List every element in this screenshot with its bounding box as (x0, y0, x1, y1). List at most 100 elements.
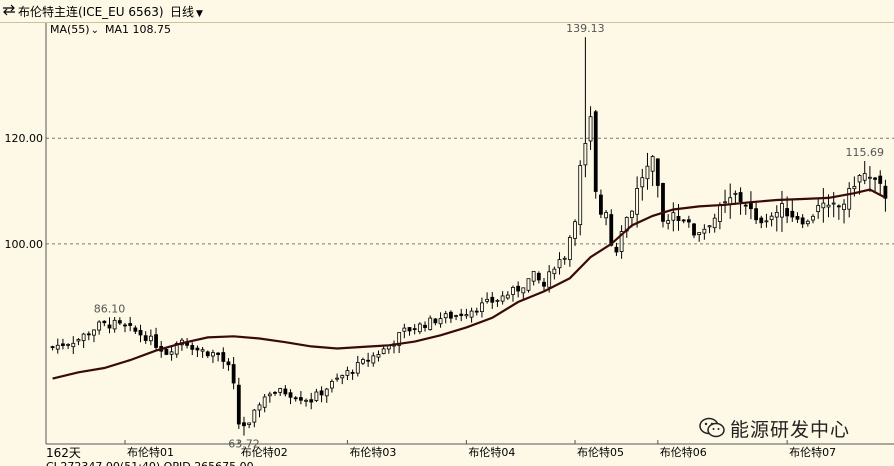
indicator-value: MA1 108.75 (105, 23, 171, 36)
candle (878, 170, 883, 196)
candle (671, 202, 676, 232)
candle (169, 345, 174, 361)
title-bar: 布伦特主连(ICE_EU 6563) 日线 ▼ (0, 0, 894, 23)
candle-body-up (278, 388, 283, 393)
candle-body-up (521, 287, 526, 294)
candle-body-down (117, 320, 122, 324)
candle-body-down (474, 310, 479, 313)
candle (728, 183, 733, 219)
candle (847, 182, 852, 218)
candle (330, 379, 334, 393)
chart-labels: 120.00 100.00 布伦特01 布伦特02 布伦特03 布伦特04 布伦特05 布伦特… (5, 22, 884, 459)
candle (242, 416, 246, 436)
candle (102, 320, 107, 327)
candle-body-up (355, 362, 360, 374)
status-bar: CJ 272347 00(51:40) OPID 265675 00 (46, 460, 894, 466)
price-annotation: 139.13 (566, 22, 605, 35)
candle-body-up (567, 237, 572, 260)
candle (474, 307, 479, 316)
candle (345, 366, 350, 380)
candle-body-up (547, 271, 552, 288)
candle-body-down (542, 281, 546, 287)
candle-body-down (433, 318, 438, 324)
watermark-text: 能源研发中心 (730, 418, 851, 441)
candle-body-down (195, 347, 200, 351)
candle-body-down (785, 208, 790, 217)
candle (469, 307, 474, 323)
candle (407, 327, 412, 336)
candle-body-up (712, 217, 717, 229)
candle (531, 270, 536, 286)
candle-body-down (686, 219, 691, 223)
candle (226, 358, 231, 371)
candle-body-down (692, 223, 696, 236)
candle-body-down (293, 397, 298, 400)
candle-body-up (671, 212, 676, 221)
candle (133, 325, 138, 335)
candle-body-down (231, 364, 236, 384)
candle-body-down (407, 327, 412, 332)
candle-body-up (774, 211, 779, 218)
candle-body-down (536, 272, 541, 281)
candle-body-down (883, 185, 888, 199)
candle (521, 287, 526, 300)
candle-body-down (459, 313, 464, 316)
swap-icon[interactable] (2, 4, 16, 16)
candle (567, 235, 572, 267)
candle (578, 160, 583, 236)
period-selector[interactable]: 日线 ▼ (170, 3, 203, 20)
candle (221, 347, 226, 369)
candle-body-up (505, 294, 510, 299)
candle (117, 317, 122, 326)
candle (309, 392, 314, 410)
candle-body-down (133, 327, 138, 332)
candle-body-up (769, 215, 774, 221)
candle-body-down (273, 391, 277, 394)
candle (707, 225, 712, 234)
candle (283, 385, 288, 397)
candle (195, 345, 200, 358)
candle (55, 338, 60, 354)
indicator-name[interactable]: MA(55) (50, 23, 90, 36)
wechat-icon (699, 417, 725, 438)
candle (723, 189, 727, 213)
candle (314, 388, 319, 403)
candle-body-down (205, 351, 210, 357)
candle-body-up (867, 176, 872, 179)
candle-body-up (552, 268, 557, 275)
candle-body-down (661, 182, 665, 222)
candle-body-up (92, 329, 96, 336)
candle-body-down (614, 246, 619, 253)
candle (795, 212, 800, 223)
candle-body-up (324, 388, 329, 397)
candle-body-up (81, 333, 86, 341)
candle-body-up (464, 314, 469, 317)
candle (681, 219, 686, 224)
candle-body-down (759, 217, 764, 224)
chevron-down-icon[interactable]: ⌄ (90, 25, 99, 36)
candle-body-down (123, 324, 127, 327)
candle-body-down (878, 175, 883, 184)
candle-body-down (190, 345, 195, 350)
candle (371, 352, 376, 367)
instrument-title[interactable]: 布伦特主连(ICE_EU 6563) (18, 5, 164, 19)
candle (293, 396, 298, 402)
candle-body-down (236, 384, 241, 425)
candle-body-up (262, 396, 267, 408)
candle-body-up (71, 342, 76, 348)
candle (867, 166, 872, 192)
candle (780, 190, 784, 232)
candle (252, 408, 257, 428)
candle (361, 357, 365, 366)
candle (164, 348, 169, 356)
candle (619, 225, 624, 259)
candle-body-up (805, 220, 810, 225)
candle-body-down (836, 205, 841, 208)
candle (324, 387, 329, 403)
candle (423, 321, 427, 332)
candle-body-up (454, 315, 458, 317)
candle (811, 214, 815, 224)
candle-body-up (697, 232, 702, 236)
candle-body-down (423, 324, 427, 328)
